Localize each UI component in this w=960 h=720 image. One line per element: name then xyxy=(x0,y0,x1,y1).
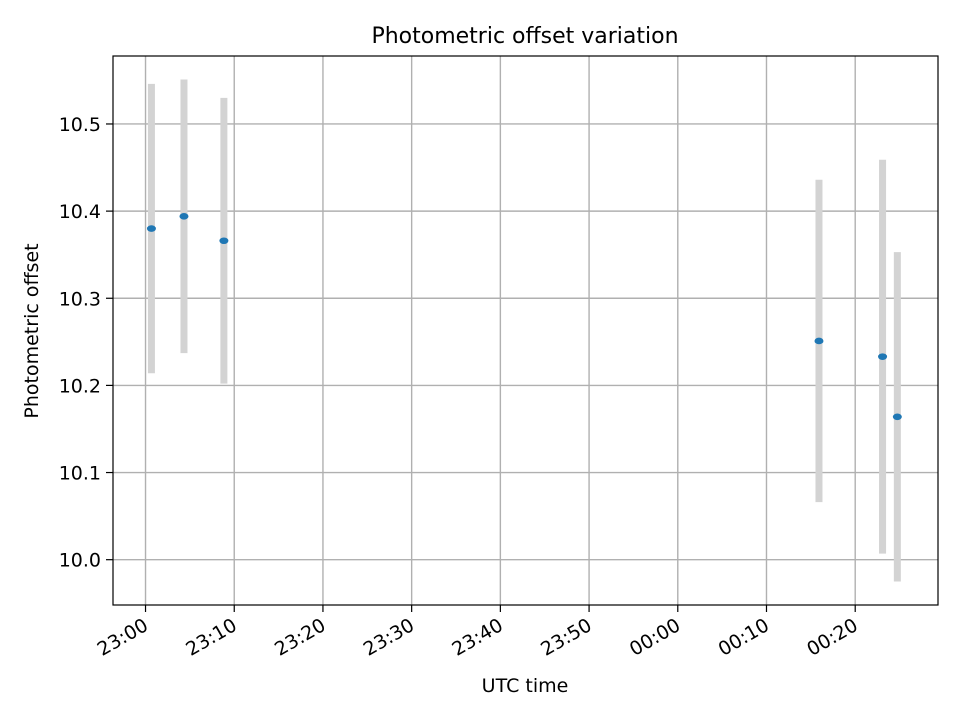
plot-area-background xyxy=(113,56,938,605)
data-point xyxy=(878,353,888,360)
y-axis-ticks: 10.0 10.1 10.2 10.3 10.4 10.5 xyxy=(59,114,113,572)
chart-title: Photometric offset variation xyxy=(371,24,678,49)
y-tick-label: 10.3 xyxy=(59,288,101,310)
y-tick-label: 10.1 xyxy=(59,463,101,485)
y-tick-label: 10.4 xyxy=(59,201,101,223)
y-tick-label: 10.0 xyxy=(59,550,101,572)
data-point xyxy=(814,337,824,345)
y-tick-label: 10.2 xyxy=(59,375,101,397)
y-axis-label: Photometric offset xyxy=(21,243,43,418)
x-axis-label: UTC time xyxy=(482,675,569,697)
data-point xyxy=(892,413,902,421)
data-point xyxy=(179,213,189,220)
grid xyxy=(113,56,938,605)
data-points xyxy=(146,213,902,421)
plot-frame xyxy=(112,55,939,606)
data-point xyxy=(146,225,156,232)
y-tick-label: 10.5 xyxy=(59,114,101,136)
data-point xyxy=(219,237,229,245)
